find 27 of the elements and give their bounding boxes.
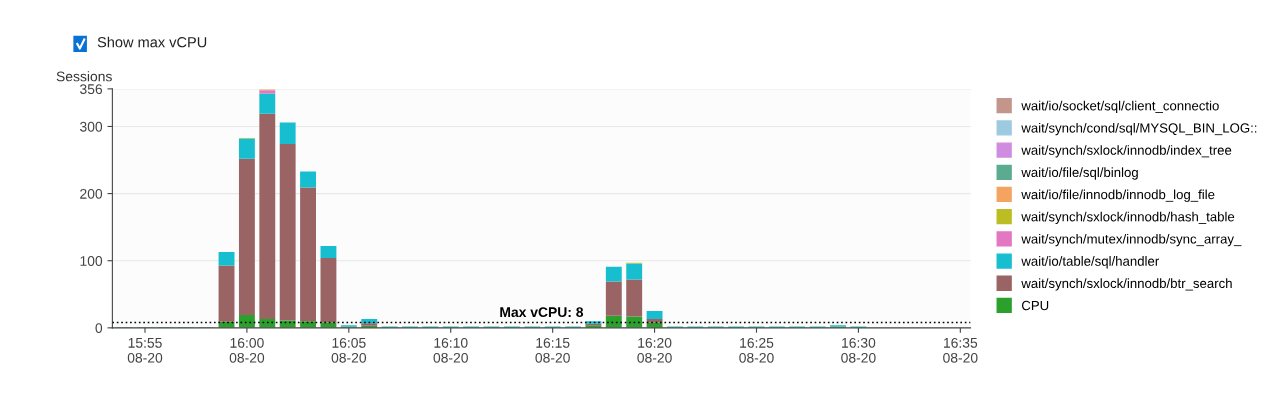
x-tick-label: 16:05 08-20 — [331, 337, 367, 363]
x-tick-label: 16:25 08-20 — [739, 337, 774, 363]
legend-label: wait/synch/sxlock/innodb/index_tree — [1021, 145, 1232, 158]
legend-label: wait/synch/cond/sql/MYSQL_BIN_LOG:: — [1021, 122, 1257, 136]
x-tick-label: 16:30 08-20 — [841, 337, 876, 363]
legend-label: wait/synch/sxlock/innodb/btr_search — [1021, 278, 1232, 291]
y-tick-label: 200 — [80, 188, 103, 199]
x-tick-label: 16:35 08-20 — [943, 337, 978, 363]
y-tick-label: 0 — [95, 323, 103, 334]
x-tick-label: 16:00 08-20 — [229, 337, 265, 363]
text: Show max vCPU — [97, 36, 207, 48]
legend-label: wait/io/table/sql/handler — [1021, 256, 1159, 269]
x-tick-label: 16:20 08-20 — [637, 337, 672, 363]
x-tick-label: 16:10 08-20 — [433, 337, 468, 363]
x-tick-label: 16:15 08-20 — [535, 337, 570, 363]
legend-label: wait/io/file/innodb/innodb_log_file — [1021, 189, 1215, 202]
legend-label: wait/io/socket/sql/client_connectio — [1021, 100, 1219, 114]
legend-label: wait/synch/mutex/innodb/sync_array_ — [1021, 233, 1242, 247]
ref-line-label: Max vCPU: 8 — [500, 307, 584, 318]
legend-label: wait/synch/sxlock/innodb/hash_table — [1021, 211, 1235, 225]
y-tick-label: 300 — [80, 121, 103, 132]
legend-label: CPU — [1021, 300, 1049, 311]
y-axis-title: Sessions — [56, 71, 112, 82]
legend-label: wait/io/file/sql/binlog — [1021, 167, 1138, 180]
y-tick-label: 356 — [80, 84, 103, 95]
x-tick-label: 15:55 08-20 — [127, 338, 163, 363]
y-tick-label: 100 — [80, 256, 103, 266]
